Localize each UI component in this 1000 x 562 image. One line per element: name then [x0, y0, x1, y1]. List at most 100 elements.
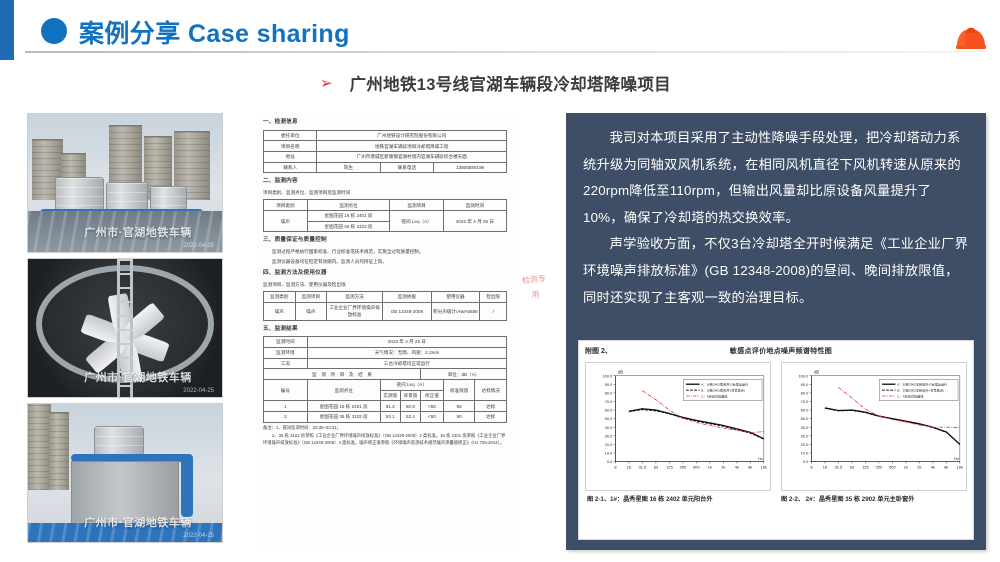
info-label: 委托单位: [262, 129, 318, 142]
svg-text:Hz: Hz: [954, 456, 959, 461]
report-info-table: 委托单位 广州地铁设计研究院股份有限公司 项目名称 地铁官湖车辆段项目冷却塔降噪…: [262, 129, 507, 174]
table-header-row: 项目类别 监测点位 监测项目 监测时间: [263, 199, 508, 211]
slide-header: 案例分享 Case sharing: [0, 0, 1000, 60]
report-section-3-heading: 三、质量保证与质量控制: [263, 237, 327, 244]
col-method: 监测方法: [326, 290, 384, 303]
table-row: 星图花园 35 栋 3102 房: [264, 220, 507, 233]
cell-point: 星图花园 16 栋 2401 房: [306, 209, 391, 222]
chart-right: 0.0 10.0 20.0 30.0 40.0 50.0 60.0 70.0 80.0 90.0 1…: [781, 362, 967, 491]
table-row: 噪声 星图花园 16 栋 2401 房 夜间 Leq（A） 2022 年 4 月…: [263, 209, 508, 233]
cell-status: 达标: [474, 400, 507, 413]
col-basis: 监测依据: [382, 290, 432, 303]
cooling-towers-rooftop-photo: 广州市·官湖地铁车辆 2022-04-25: [27, 113, 223, 253]
col-measured: 实测值: [379, 389, 401, 402]
svg-text:50.0: 50.0: [801, 416, 809, 421]
svg-text:16k: 16k: [761, 464, 767, 469]
cell-type: 噪声: [263, 301, 296, 321]
svg-text:16: 16: [823, 464, 828, 469]
col-instrument: 使用仪器: [430, 290, 481, 303]
svg-text:C：A状态对应曲线: C：A状态对应曲线: [701, 393, 727, 398]
cell-time: 2022 年 4 月 25 日: [442, 209, 508, 233]
meta-label: 监测环境: [263, 346, 308, 359]
meta-value: 天气情况：无雨、风速：2.2m/s: [306, 346, 508, 359]
meta-value: 2022 年 4 月 25 日: [306, 336, 508, 348]
svg-text:8: 8: [810, 464, 813, 469]
test-report-document: 一、检测信息 委托单位 广州地铁设计研究院股份有限公司 项目名称 地铁官湖车辆段…: [256, 113, 514, 550]
report-note-2: 2、35 栋 3102 房参照《工业企业厂界环境噪声排放标准》（GB 12348…: [263, 433, 506, 445]
table-row: 地址 广州市增城区新塘镇官湖村境内官湖车辆段综合楼天面: [262, 151, 507, 163]
svg-text:31.5: 31.5: [835, 464, 843, 469]
svg-text:50.0: 50.0: [605, 416, 613, 421]
figure-title: 敏感点评价地点噪声频谱特性图: [729, 348, 833, 355]
svg-text:90.0: 90.0: [801, 382, 809, 387]
col-group: 夜间 Leq（A）: [379, 378, 444, 391]
photo-watermark: 广州市·官湖地铁车辆: [84, 517, 192, 529]
chart-caption-left: 图 2-1、1#：晶秀星图 16 栋 2402 单元阳台外: [587, 496, 713, 503]
cell-method: 工业企业厂界环境噪声排放标准: [326, 301, 384, 321]
table-row: 监 测 项 目 及 结 果 单位：dB（A）: [262, 368, 507, 380]
contact-label: 联系人: [262, 161, 318, 174]
svg-text:Hz: Hz: [758, 456, 763, 461]
photo-date: 2022-04-25: [183, 388, 214, 394]
header-accent-bar: [0, 0, 14, 60]
table-row: 2 星图花园 35 栋 3102 房 53.1 52.4 <50 50 达标: [263, 411, 507, 423]
svg-text:1k: 1k: [708, 464, 712, 469]
cell-item: 夜间 Leq（A）: [389, 209, 444, 233]
svg-text:63: 63: [654, 464, 659, 469]
svg-text:80.0: 80.0: [801, 391, 809, 396]
col-limit: 标准限值: [442, 378, 476, 402]
panel-paragraph-1: 我司对本项目采用了主动性降噪手段处理，把冷却塔动力系统升级为同轴双风机系统，在相…: [583, 130, 961, 225]
report-section-3-p1: 监测过程严格执行国家标准、行业标准或技术规范，实施全过程质量控制。: [272, 249, 424, 254]
report-results-table: 监测时间 2022 年 4 月 25 日 监测环境 天气情况：无雨、风速：2.2…: [262, 336, 508, 423]
table-row: 联系人 陈生 联系电话 13808880198: [262, 161, 507, 174]
svg-text:40.0: 40.0: [605, 425, 613, 430]
col-point: 监测点位: [306, 378, 381, 402]
svg-text:4k: 4k: [931, 464, 935, 469]
phone-label: 联系电话: [379, 161, 435, 174]
svg-text:100.0: 100.0: [798, 373, 809, 378]
report-note-1: 备注：1、夜间监测时间：22:30~23:31；: [263, 424, 341, 430]
table-header-row: 编号 监测点位 夜间 Leq（A） 标准限值 达标情况: [263, 378, 507, 402]
col-category: 项目类别: [263, 199, 308, 211]
svg-text:2k: 2k: [917, 464, 921, 469]
phone-value: 13808880198: [433, 161, 507, 174]
svg-text:90.0: 90.0: [605, 382, 613, 387]
report-monitor-content-table: 项目类别 监测点位 监测项目 监测时间 噪声 星图花园 16 栋 2401 房 …: [263, 199, 508, 233]
cell-point: 星图花园 35 栋 3102 房: [306, 220, 391, 233]
svg-text:60.0: 60.0: [801, 408, 809, 413]
svg-text:30.0: 30.0: [605, 433, 613, 438]
meta-label: 监测时间: [263, 336, 308, 348]
table-row: 监测环境 天气情况：无雨、风速：2.2m/s: [263, 346, 508, 359]
cell-basis: GB 12348-2008: [382, 301, 432, 321]
svg-text:B：16栋2401房合并-(背景底点): B：16栋2401房合并-(背景底点): [701, 388, 745, 393]
photo-date: 2022-04-25: [183, 243, 214, 249]
svg-text:0.0: 0.0: [803, 459, 809, 464]
col-background: 背景值: [399, 389, 422, 402]
info-label: 地址: [262, 151, 318, 163]
photo-date: 2022-04-25: [183, 533, 214, 539]
page-title: 案例分享 Case sharing: [79, 20, 350, 48]
svg-text:0.0: 0.0: [607, 459, 613, 464]
svg-text:2k: 2k: [721, 464, 725, 469]
meta-value: 三台冷却塔均正常运行: [306, 357, 508, 370]
col-time: 监测时间: [442, 199, 508, 211]
svg-text:20.0: 20.0: [605, 442, 613, 447]
table-row: 工况 三台冷却塔均正常运行: [263, 357, 508, 370]
panel-paragraph-2: 声学验收方面，不仅3台冷却塔全开时候满足《工业企业厂界环境噪声排放标准》(GB …: [583, 236, 969, 305]
svg-text:125: 125: [862, 464, 869, 469]
svg-text:125: 125: [666, 464, 673, 469]
svg-text:A：16栋2401房合并-D台塔全运行: A：16栋2401房合并-D台塔全运行: [701, 382, 748, 387]
cell-category: 噪声: [263, 209, 308, 233]
svg-text:8k: 8k: [944, 464, 948, 469]
svg-text:A：35栋2902主卧窗外-D台塔全运行: A：35栋2902主卧窗外-D台塔全运行: [897, 382, 947, 387]
cell-measured: 53.1: [379, 411, 401, 423]
cell-detection-limit: /: [479, 301, 507, 321]
info-label: 项目名称: [262, 140, 318, 153]
col-point: 监测点位: [306, 199, 391, 211]
svg-text:70.0: 70.0: [801, 399, 809, 404]
cell-point: 星图花园 35 栋 3102 房: [306, 411, 381, 423]
svg-text:250: 250: [876, 464, 883, 469]
table-row: 项目名称 地铁官湖车辆段项目冷却塔降噪工程: [262, 140, 507, 153]
info-value: 广州地铁设计研究院股份有限公司: [316, 129, 507, 142]
